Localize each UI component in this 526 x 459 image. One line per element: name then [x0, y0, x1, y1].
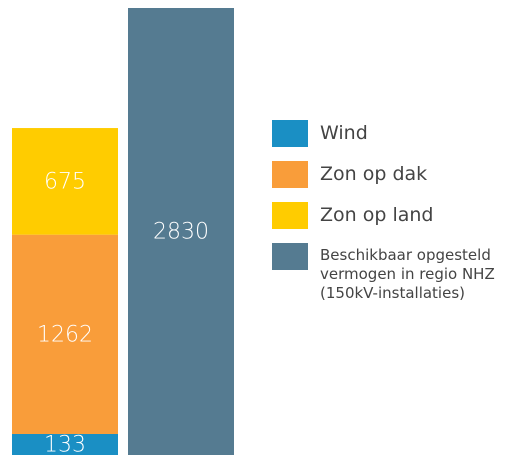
value-label: 675 [44, 169, 86, 194]
value-label: 2830 [153, 220, 209, 245]
legend-item: Wind [272, 120, 522, 147]
legend-item: Zon op dak [272, 161, 522, 188]
legend-item: Beschikbaar opgesteld vermogen in regio … [272, 243, 522, 303]
legend: Wind Zon op dak Zon op land Beschikbaar opg… [272, 120, 522, 317]
bar-segment [128, 8, 234, 455]
legend-swatch [272, 243, 308, 270]
legend-swatch [272, 202, 308, 229]
legend-label: Beschikbaar opgesteld vermogen in regio … [320, 246, 495, 302]
bar-segment [12, 128, 118, 235]
legend-swatch [272, 161, 308, 188]
bar-segment [12, 234, 118, 434]
legend-swatch [272, 120, 308, 147]
value-label: 1262 [37, 322, 93, 347]
legend-label: Wind [320, 122, 368, 144]
legend-item: Zon op land [272, 202, 522, 229]
legend-label: Zon op land [320, 204, 434, 226]
value-label: 133 [44, 432, 86, 457]
bar-segment [12, 433, 118, 455]
legend-label: Zon op dak [320, 163, 428, 185]
